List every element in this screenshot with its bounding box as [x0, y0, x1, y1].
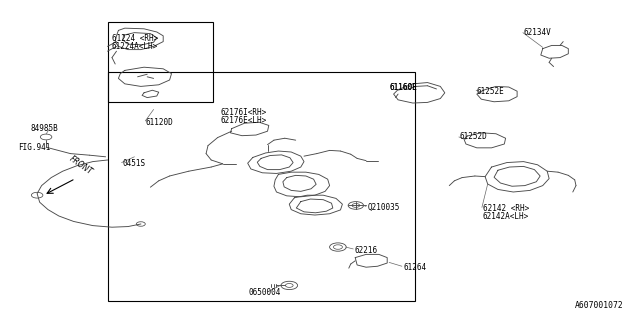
- Text: 62142 <RH>: 62142 <RH>: [483, 204, 529, 213]
- Text: Q210035: Q210035: [367, 203, 400, 212]
- Text: 61224 <RH>: 61224 <RH>: [112, 34, 158, 43]
- Text: 61160E: 61160E: [389, 83, 417, 92]
- Bar: [108, 72, 415, 301]
- Text: FIG.941: FIG.941: [18, 143, 51, 152]
- Text: 61252E: 61252E: [477, 87, 504, 96]
- Text: A607001072: A607001072: [575, 301, 624, 310]
- Text: 61264: 61264: [403, 263, 426, 272]
- Text: 61224A<LH>: 61224A<LH>: [112, 42, 158, 51]
- Bar: [108, 22, 213, 102]
- Text: 61252D: 61252D: [460, 132, 487, 140]
- Text: 61160E: 61160E: [389, 83, 417, 92]
- Text: 62216: 62216: [355, 246, 378, 255]
- Text: 0451S: 0451S: [123, 159, 146, 168]
- Text: 62134V: 62134V: [524, 28, 551, 36]
- Text: FRONT: FRONT: [67, 155, 93, 177]
- Text: 61120D: 61120D: [146, 118, 173, 127]
- Text: 62176I<RH>: 62176I<RH>: [221, 108, 267, 117]
- Text: 62176E<LH>: 62176E<LH>: [221, 116, 267, 125]
- Text: 84985B: 84985B: [30, 124, 58, 132]
- Text: 62142A<LH>: 62142A<LH>: [483, 212, 529, 221]
- Text: 0650004: 0650004: [248, 288, 281, 297]
